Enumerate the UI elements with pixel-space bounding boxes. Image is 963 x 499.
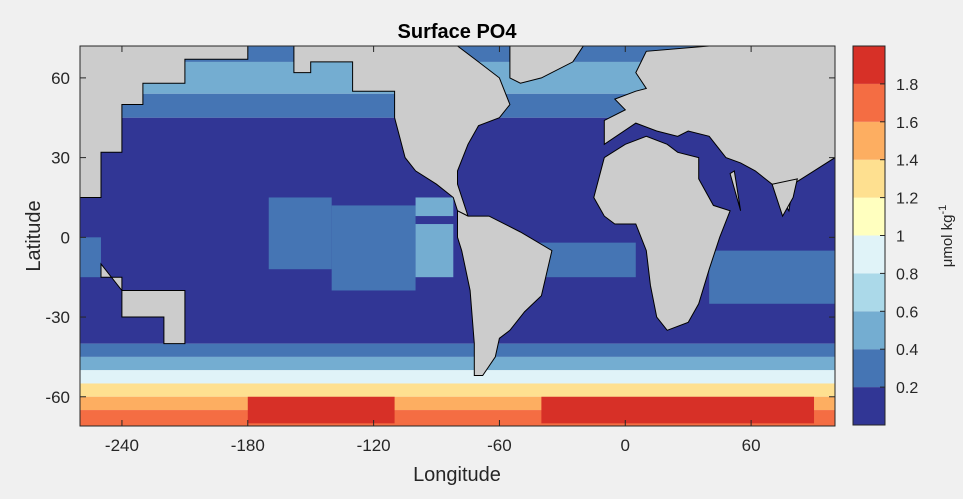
land-mask-5 (593, 135, 731, 331)
y-tick-label: -60 (45, 388, 70, 407)
colorbar-swatch (853, 121, 885, 160)
patch-cell-2 (415, 224, 454, 278)
patch-cell-8 (80, 237, 101, 278)
colorbar-swatch (853, 273, 885, 312)
x-axis-label: Longitude (413, 464, 501, 486)
land-mask-3 (457, 209, 553, 376)
y-tick-label: 30 (51, 149, 70, 168)
colorbar-tick-label: 0.6 (896, 304, 918, 321)
x-tick-label: -240 (105, 436, 139, 455)
x-tick-label: -60 (487, 436, 512, 455)
colorbar-label-superscript: -1 (937, 205, 949, 215)
land-mask-7 (729, 170, 742, 211)
colorbar-swatch (853, 83, 885, 122)
land-mask-4 (509, 46, 584, 84)
colorbar-tick-label: 0.2 (896, 380, 918, 397)
colorbar-swatch (853, 311, 885, 350)
chart-title: Surface PO4 (398, 21, 518, 43)
x-tick-label: -180 (231, 436, 265, 455)
colorbar-tick-label: 1 (896, 229, 905, 246)
patch-cell-7 (541, 396, 815, 424)
colorbar-swatch (853, 349, 885, 388)
colorbar-tick-label: 1.8 (896, 77, 918, 94)
x-tick-label: 0 (621, 436, 630, 455)
y-axis-label: Latitude (23, 200, 45, 271)
patch-cell-0 (268, 197, 332, 270)
colorbar-tick-label: 0.4 (896, 342, 918, 359)
colorbar-swatch (853, 159, 885, 198)
patch-cell-5 (709, 250, 835, 304)
x-tick-label: -120 (357, 436, 391, 455)
y-tick-label: -30 (45, 308, 70, 327)
y-tick-label: 60 (51, 69, 70, 88)
land-mask-0 (80, 46, 249, 198)
colorbar-tick-label: 0.8 (896, 266, 918, 283)
band-cell-4 (80, 343, 835, 357)
colorbar-swatch (853, 235, 885, 274)
axes-box (79, 45, 836, 427)
patch-cell-3 (415, 197, 454, 217)
land-mask-1 (100, 262, 186, 345)
band-cell-5 (80, 356, 835, 371)
colorbar-label: μmol kg-1 (937, 205, 956, 268)
band-cell-7 (80, 383, 835, 397)
patch-cell-6 (247, 396, 395, 424)
x-tick-label: 60 (742, 436, 761, 455)
plot-area (80, 46, 835, 426)
colorbar-swatch (853, 387, 885, 425)
patch-cell-1 (331, 205, 416, 291)
colorbar-tick-label: 1.6 (896, 115, 918, 132)
band-cell-6 (80, 370, 835, 384)
land-mask-8 (771, 178, 798, 218)
colorbar-label-text: μmol kg (939, 214, 956, 267)
colorbar-tick-label: 1.2 (896, 191, 918, 208)
axes: -240 -180 -120 -60 0 60 -60 -30 0 30 60 (45, 45, 836, 455)
colorbar-swatch (853, 46, 885, 84)
colorbar-swatch (853, 197, 885, 236)
y-tick-label: 0 (61, 228, 70, 247)
colorbar: 0.2 0.4 0.6 0.8 1 1.2 1.4 1.6 1.8 (852, 45, 918, 426)
colorbar-tick-label: 1.4 (896, 153, 918, 170)
land-mask-6 (603, 46, 835, 213)
